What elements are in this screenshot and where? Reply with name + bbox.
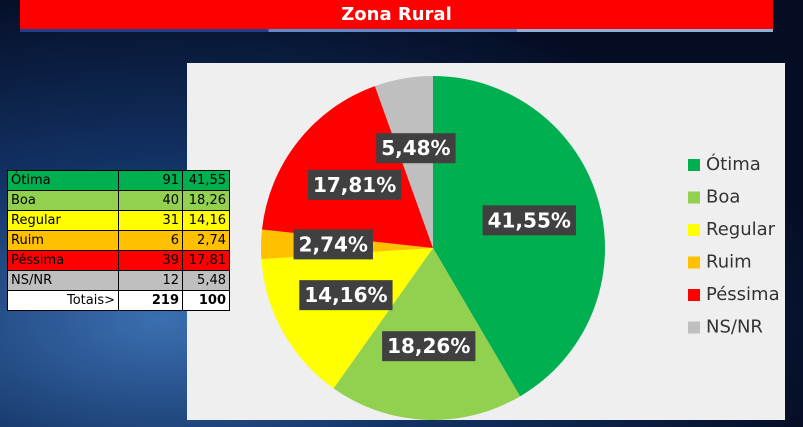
table-cell: 5,48 (182, 270, 230, 291)
pie-slice (261, 86, 433, 248)
data-label-box (307, 169, 402, 200)
data-label: 2,74% (299, 232, 368, 256)
table-cell: 18,26 (182, 190, 230, 211)
legend-label: NS/NR (706, 317, 763, 338)
legend-label: Regular (706, 219, 776, 240)
data-label: 14,16% (304, 283, 387, 307)
data-label-box (382, 331, 476, 362)
legend-label: Péssima (706, 284, 780, 305)
data-label-box (299, 280, 393, 311)
data-label-box (293, 229, 373, 260)
legend-label: Boa (706, 187, 740, 208)
data-label-box (376, 133, 456, 164)
data-table: Ótima 91 41,55 Boa 40 18,26 Regular 31 14,16 Ruim… (7, 170, 230, 311)
legend-marker (688, 159, 700, 171)
table-cell: Totais> (7, 290, 119, 311)
table-row: Ruim 6 2,74 (7, 230, 230, 251)
table-cell: 2,74 (182, 230, 230, 251)
table-cell: 14,16 (182, 210, 230, 231)
data-label-box (482, 205, 576, 236)
title-bar: Zona Rural (20, 0, 773, 29)
table-cell: 100 (182, 290, 230, 311)
data-label: 5,48% (381, 136, 450, 160)
table-cell: 219 (118, 290, 183, 311)
legend-label: Ruim (706, 252, 752, 273)
data-label: 41,55% (488, 208, 571, 232)
table-row: NS/NR 12 5,48 (7, 270, 230, 291)
legend-marker (688, 191, 700, 204)
legend-marker (688, 256, 700, 269)
legend-marker (688, 321, 700, 334)
table-cell: 39 (118, 250, 183, 271)
chart-title: Zona Rural (341, 4, 452, 25)
table-row: Totais> 219 100 (7, 290, 230, 311)
legend-marker (688, 224, 700, 236)
data-label: 18,26% (387, 334, 470, 358)
divider (20, 29, 773, 32)
legend-marker (688, 289, 700, 301)
table-row: Boa 40 18,26 (7, 190, 230, 211)
legend-label: Ótima (706, 153, 761, 175)
data-label: 17,81% (313, 173, 396, 197)
pie-slice (433, 76, 606, 397)
